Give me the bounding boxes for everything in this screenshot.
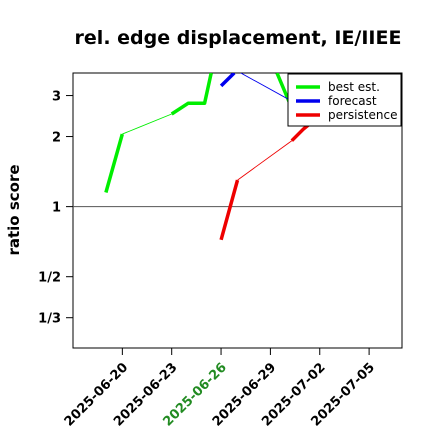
- y-tick-label: 3: [52, 90, 61, 105]
- series-best-est-connector: [122, 113, 172, 135]
- legend-label-best-est: best est.: [328, 80, 380, 94]
- legend-label-persistence: persistence: [328, 108, 397, 122]
- chart-title: rel. edge displacement, IE/IIEE: [75, 27, 402, 49]
- y-tick-label: 1: [52, 201, 61, 216]
- y-axis-label: ratio score: [5, 164, 23, 255]
- series-forecast-line: [219, 73, 236, 88]
- legend-label-forecast: forecast: [328, 94, 377, 108]
- series-best-est-line: [104, 133, 124, 193]
- series-best-est-line: [170, 73, 213, 116]
- plot-frame: [72, 72, 403, 349]
- y-tick-label: 1/2: [38, 271, 61, 286]
- series-persistence-line: [219, 179, 240, 241]
- series-persistence-connector: [237, 140, 293, 181]
- y-tick-label: 2: [52, 131, 61, 146]
- y-tick-label: 1/3: [38, 312, 61, 327]
